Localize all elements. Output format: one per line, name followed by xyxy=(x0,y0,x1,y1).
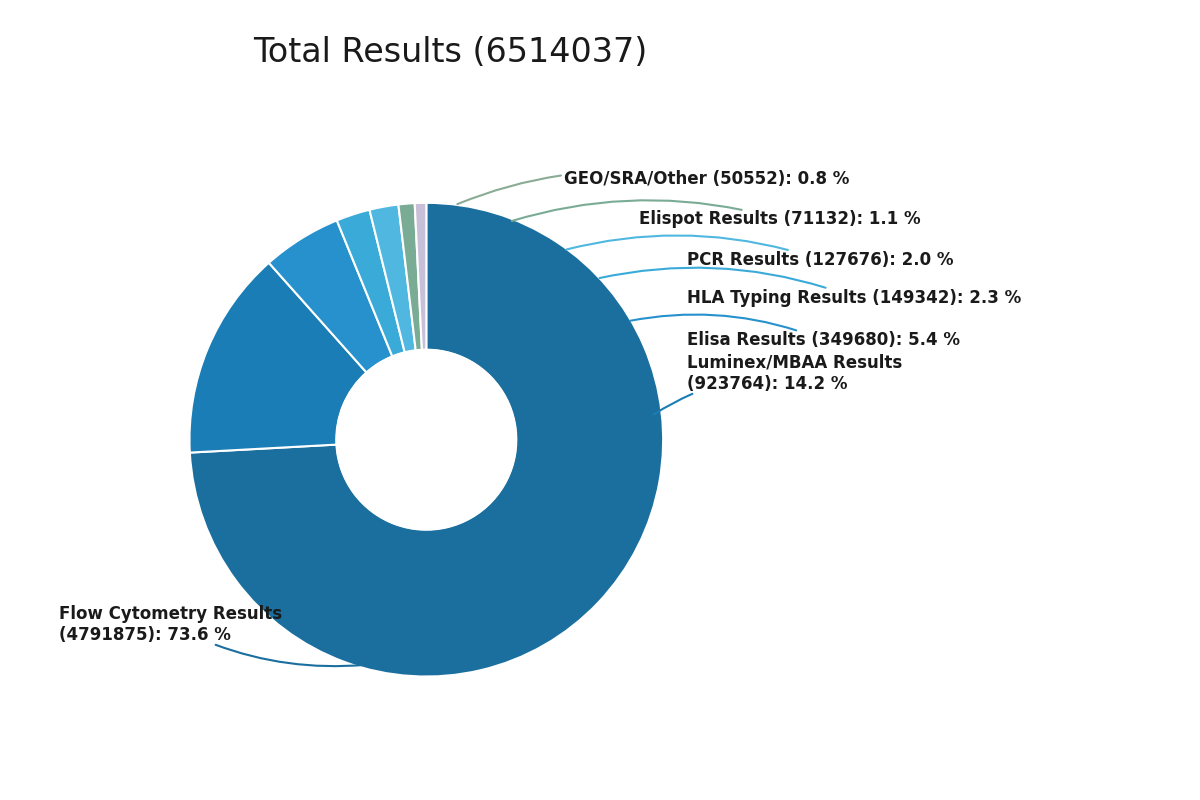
Title: Total Results (6514037): Total Results (6514037) xyxy=(253,35,647,69)
Wedge shape xyxy=(190,262,366,453)
Text: Elisa Results (349680): 5.4 %: Elisa Results (349680): 5.4 % xyxy=(630,314,960,350)
Text: HLA Typing Results (149342): 2.3 %: HLA Typing Results (149342): 2.3 % xyxy=(600,268,1021,306)
Wedge shape xyxy=(190,203,664,677)
Text: PCR Results (127676): 2.0 %: PCR Results (127676): 2.0 % xyxy=(566,235,953,269)
Text: GEO/SRA/Other (50552): 0.8 %: GEO/SRA/Other (50552): 0.8 % xyxy=(457,170,850,204)
Wedge shape xyxy=(370,205,415,352)
Text: Elispot Results (71132): 1.1 %: Elispot Results (71132): 1.1 % xyxy=(512,200,922,229)
Wedge shape xyxy=(337,210,404,356)
Text: Luminex/MBAA Results
(923764): 14.2 %: Luminex/MBAA Results (923764): 14.2 % xyxy=(654,354,902,414)
Wedge shape xyxy=(398,203,422,350)
Text: Flow Cytometry Results
(4791875): 73.6 %: Flow Cytometry Results (4791875): 73.6 % xyxy=(59,605,365,666)
Wedge shape xyxy=(415,203,426,350)
Circle shape xyxy=(336,350,516,530)
Wedge shape xyxy=(269,221,392,373)
